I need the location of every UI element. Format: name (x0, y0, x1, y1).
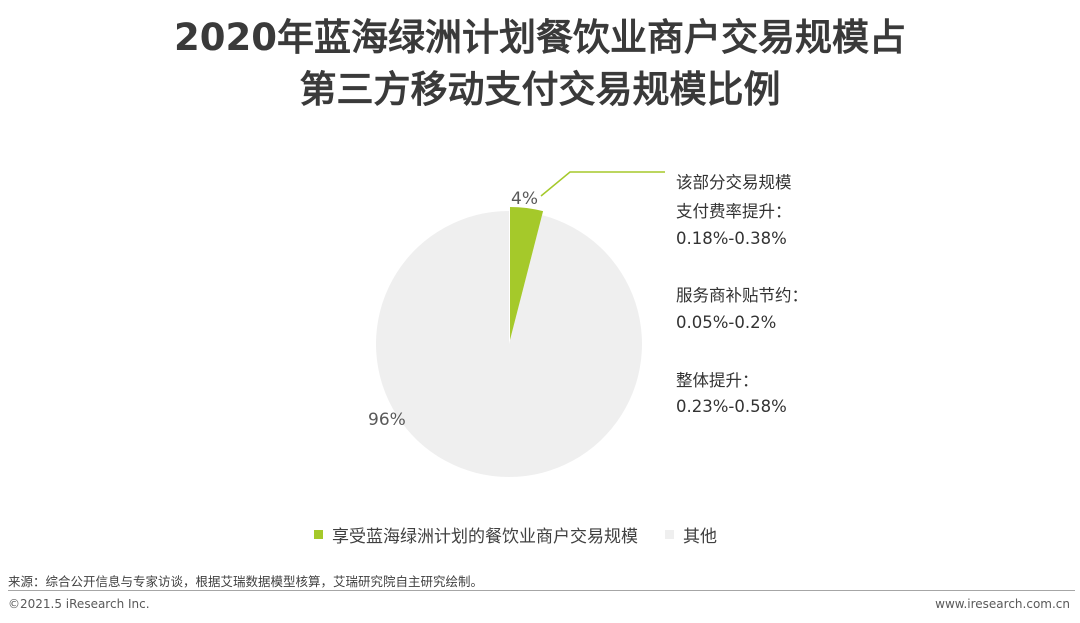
annotation-subsidy-value: 0.05%-0.2% (676, 313, 777, 332)
data-label-other: 96% (368, 410, 406, 430)
data-label-oasis-plan: 4% (511, 189, 538, 209)
chart-title-line-1: 2020年蓝海绿洲计划餐饮业商户交易规模占 (174, 16, 906, 59)
legend-label-oasis-plan: 享受蓝海绿洲计划的餐饮业商户交易规模 (332, 527, 638, 547)
legend-item-other: 其他 (665, 522, 717, 547)
annotation-rate-value: 0.18%-0.38% (676, 229, 787, 248)
chart-legend: 享受蓝海绿洲计划的餐饮业商户交易规模 其他 (0, 522, 1080, 547)
legend-item-oasis-plan: 享受蓝海绿洲计划的餐饮业商户交易规模 (314, 522, 638, 547)
chart-title: 2020年蓝海绿洲计划餐饮业商户交易规模占 第三方移动支付交易规模比例 (0, 12, 1080, 116)
annotation-rate-label: 支付费率提升： (676, 202, 792, 221)
chart-title-line-2: 第三方移动支付交易规模比例 (299, 68, 781, 111)
legend-swatch-other (665, 530, 674, 539)
website: www.iresearch.com.cn (935, 597, 1070, 611)
pie-slice-oasis-plan (510, 207, 544, 340)
legend-label-other: 其他 (683, 527, 717, 547)
pie-slice-other (375, 211, 642, 477)
legend-swatch-oasis-plan (314, 530, 323, 539)
annotation-heading: 该部分交易规模 (676, 173, 792, 192)
annotation-total-label: 整体提升： (676, 371, 759, 390)
annotation-subsidy-label: 服务商补贴节约： (676, 286, 808, 305)
source-note: 来源：综合公开信息与专家访谈，根据艾瑞数据模型核算，艾瑞研究院自主研究绘制。 (8, 574, 484, 589)
annotation-leader-line (540, 171, 665, 197)
copyright: ©2021.5 iResearch Inc. (8, 597, 150, 611)
annotation-total-value: 0.23%-0.58% (676, 397, 787, 416)
footer-divider (8, 590, 1075, 591)
